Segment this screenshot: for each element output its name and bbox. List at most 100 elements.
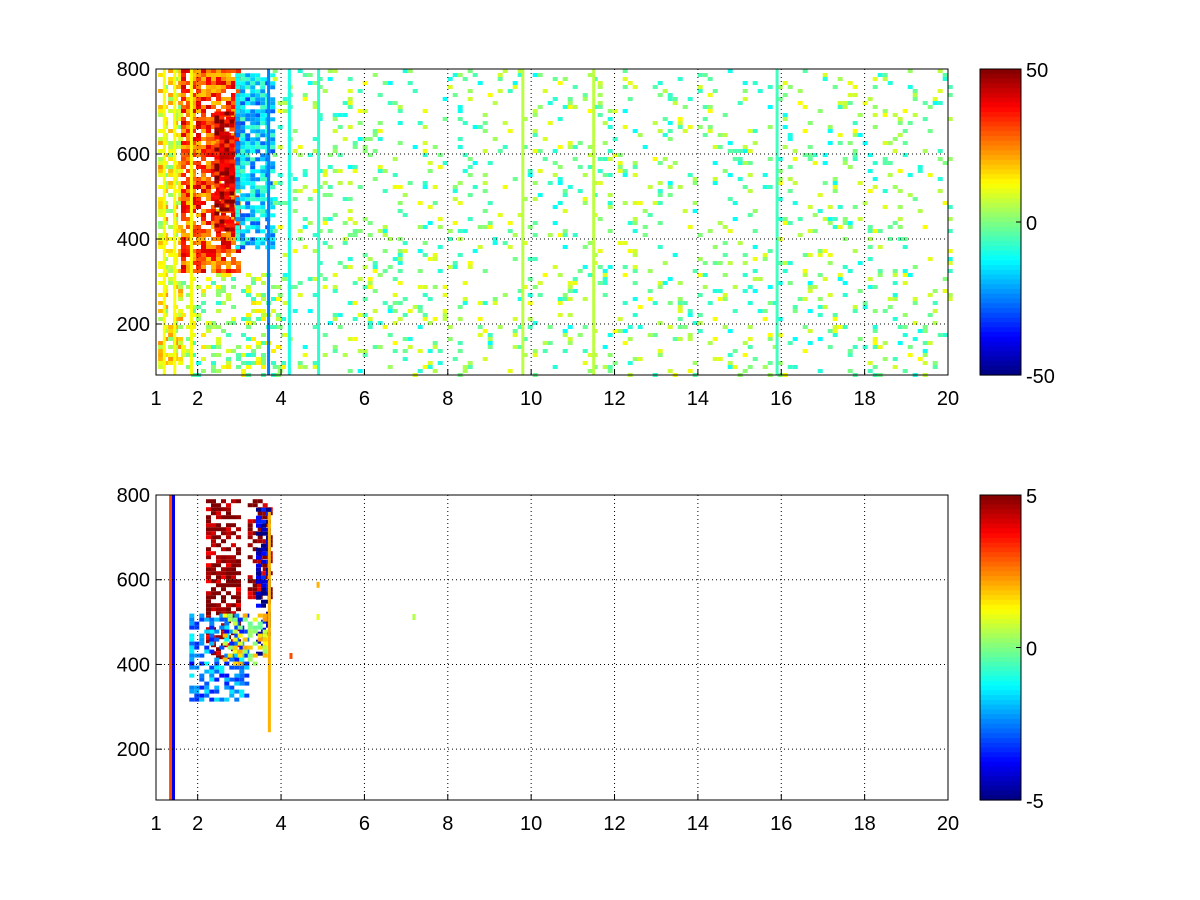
- colorbar-swatch: [980, 604, 1021, 610]
- plot-area: [156, 495, 948, 800]
- heatmap-cell: [158, 317, 164, 321]
- heatmap-cell: [209, 689, 215, 694]
- heatmap-cell: [168, 69, 174, 73]
- heatmap-cell: [216, 189, 221, 193]
- heatmap-cell: [206, 121, 211, 125]
- heatmap-cell: [245, 93, 251, 98]
- heatmap-cell: [717, 145, 723, 149]
- heatmap-cell: [842, 221, 848, 225]
- heatmap-cell: [168, 249, 174, 253]
- heatmap-cell: [252, 661, 258, 666]
- heatmap-cell: [214, 685, 220, 690]
- heatmap-cell: [722, 113, 728, 117]
- heatmap-cell: [250, 197, 256, 202]
- heatmap-cell: [229, 127, 235, 132]
- heatmap-cell: [477, 325, 483, 329]
- heatmap-cell: [767, 249, 773, 253]
- heatmap-cell: [677, 117, 683, 121]
- heatmap-cell: [827, 253, 833, 257]
- heatmap-cell: [231, 97, 236, 101]
- heatmap-cell: [235, 149, 241, 154]
- heatmap-cell: [196, 305, 201, 309]
- heatmap-cell: [247, 595, 253, 600]
- colorbar-swatch: [980, 250, 1021, 257]
- heatmap-cell: [221, 599, 226, 604]
- heatmap-cell: [206, 523, 211, 528]
- heatmap-cell: [322, 89, 328, 93]
- heatmap-cell: [607, 369, 613, 373]
- heatmap-cell: [362, 149, 368, 153]
- heatmap-cell: [947, 261, 953, 265]
- heatmap-cell: [677, 297, 683, 301]
- heatmap-cell: [186, 177, 191, 181]
- heatmap-cell: [260, 193, 266, 198]
- colorbar-swatch: [980, 642, 1021, 649]
- heatmap-cell: [199, 673, 205, 678]
- heatmap-cell: [191, 209, 196, 213]
- heatmap-cell: [236, 221, 241, 225]
- heatmap-cell: [552, 97, 558, 101]
- heatmap-cell: [260, 209, 266, 214]
- heatmap-cell: [226, 189, 231, 193]
- heatmap-cell: [777, 169, 783, 173]
- heatmap-cell: [322, 221, 328, 225]
- heatmap-cell: [307, 277, 313, 281]
- heatmap-cell: [457, 229, 463, 233]
- heatmap-cell: [297, 361, 303, 365]
- heatmap-cell: [255, 81, 261, 86]
- heatmap-cell: [752, 289, 758, 293]
- heatmap-cell: [862, 101, 868, 105]
- heatmap-cell: [357, 369, 363, 373]
- heatmap-cell: [178, 325, 184, 329]
- heatmap-cell: [260, 173, 266, 178]
- heatmap-cell: [737, 149, 743, 153]
- heatmap-cell: [297, 69, 303, 73]
- heatmap-cell: [872, 105, 878, 109]
- heatmap-cell: [216, 559, 221, 564]
- heatmap-cell: [255, 205, 261, 210]
- heatmap-cell: [532, 197, 538, 201]
- heatmap-cell: [937, 189, 943, 193]
- heatmap-cell: [657, 193, 663, 197]
- heatmap-cell: [667, 129, 673, 133]
- heatmap-cell: [221, 515, 226, 520]
- heatmap-cell: [787, 85, 793, 89]
- heatmap-cell: [216, 579, 221, 584]
- heatmap-cell: [847, 165, 853, 169]
- heatmap-cell: [229, 179, 235, 184]
- heatmap-cell: [622, 85, 628, 89]
- heatmap-cell: [817, 297, 823, 301]
- heatmap-cell: [255, 133, 261, 138]
- heatmap-cell: [927, 173, 933, 177]
- heatmap-cell: [211, 105, 216, 109]
- heatmap-cell: [677, 125, 683, 129]
- heatmap-cell: [247, 519, 253, 524]
- heatmap-cell: [229, 123, 235, 128]
- heatmap-cell: [168, 209, 174, 213]
- heatmap-region: [181, 273, 286, 377]
- heatmap-cell: [852, 153, 858, 157]
- heatmap-cell: [597, 281, 603, 285]
- heatmap-cell: [224, 227, 230, 232]
- heatmap-cell: [547, 233, 553, 237]
- colorbar-swatch: [980, 126, 1021, 132]
- heatmap-cell: [717, 297, 723, 301]
- heatmap-cell: [199, 693, 205, 698]
- heatmap-cell: [242, 637, 248, 642]
- heatmap-cell: [178, 133, 184, 137]
- heatmap-cell: [672, 161, 678, 165]
- heatmap-cell: [216, 507, 221, 512]
- heatmap-cell: [947, 157, 953, 161]
- colorbar-swatch: [980, 207, 1021, 214]
- heatmap-cell: [178, 317, 184, 321]
- heatmap-cell: [582, 245, 588, 249]
- heatmap-cell: [807, 281, 813, 285]
- heatmap-cell: [255, 77, 261, 82]
- heatmap-cell: [236, 579, 241, 584]
- heatmap-cell: [497, 73, 503, 77]
- heatmap-cell: [206, 527, 211, 532]
- heatmap-cell: [206, 555, 211, 560]
- heatmap-cell: [407, 181, 413, 185]
- heatmap-cell: [632, 129, 638, 133]
- heatmap-cell: [752, 129, 758, 133]
